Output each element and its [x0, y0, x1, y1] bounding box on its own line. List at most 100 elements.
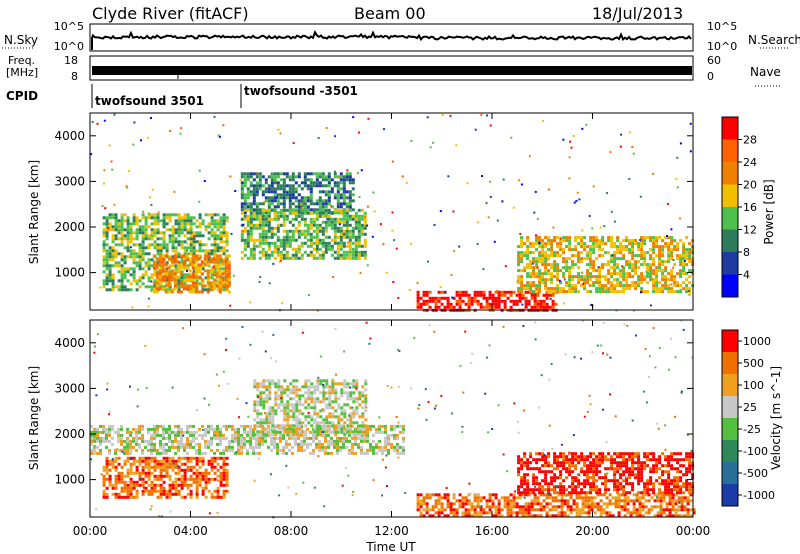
- power-data-cell: [168, 255, 172, 259]
- power-data-cell: [598, 248, 602, 252]
- velocity-data-cell: [355, 406, 359, 410]
- power-data-cell: [225, 243, 229, 247]
- power-data-cell: [309, 172, 313, 176]
- power-data-cell: [129, 288, 133, 292]
- power-data-cell: [294, 238, 298, 242]
- velocity-data-cell: [186, 430, 189, 434]
- power-data-cell: [111, 252, 115, 256]
- velocity-data-cell: [680, 496, 684, 500]
- power-data-cell: [267, 256, 271, 260]
- power-speckle-cell: [391, 229, 394, 232]
- power-data-cell: [565, 284, 569, 288]
- power-data-cell: [565, 257, 569, 261]
- velocity-data-cell: [485, 499, 489, 503]
- power-data-cell: [120, 264, 124, 268]
- velocity-data-cell: [599, 511, 603, 515]
- velocity-data-cell: [255, 439, 258, 443]
- power-data-cell: [117, 237, 121, 241]
- power-data-cell: [210, 276, 214, 280]
- power-data-cell: [111, 234, 115, 238]
- velocity-data-cell: [177, 468, 181, 472]
- power-data-cell: [631, 248, 635, 252]
- velocity-data-cell: [273, 436, 276, 440]
- velocity-data-cell: [515, 505, 519, 509]
- velocity-data-cell: [340, 394, 344, 398]
- velocity-data-cell: [662, 499, 666, 503]
- velocity-data-cell: [201, 459, 205, 463]
- power-data-cell: [342, 223, 346, 227]
- velocity-data-cell: [271, 409, 275, 413]
- velocity-data-cell: [150, 483, 154, 487]
- power-data-cell: [252, 214, 256, 218]
- velocity-data-cell: [319, 430, 323, 434]
- power-data-cell: [179, 284, 183, 288]
- power-data-cell: [309, 223, 313, 227]
- power-data-cell: [300, 229, 304, 233]
- velocity-data-cell: [165, 442, 168, 446]
- power-data-cell: [282, 247, 286, 251]
- velocity-data-cell: [126, 492, 130, 496]
- power-data-cell: [267, 184, 271, 188]
- power-data-cell: [158, 278, 162, 282]
- velocity-data-cell: [277, 397, 281, 401]
- velocity-data-cell: [358, 403, 362, 407]
- velocity-data-cell: [494, 514, 498, 518]
- velocity-data-cell: [177, 483, 181, 487]
- power-data-cell: [330, 187, 334, 191]
- power-colorbar-label: Power [dB]: [762, 179, 776, 244]
- power-data-cell: [544, 257, 548, 261]
- velocity-data-cell: [300, 445, 303, 449]
- velocity-data-cell: [527, 502, 531, 506]
- velocity-data-cell: [464, 514, 468, 518]
- velocity-data-cell: [165, 451, 168, 455]
- velocity-data-cell: [319, 391, 323, 395]
- velocity-data-cell: [96, 445, 99, 449]
- velocity-data-cell: [195, 492, 199, 496]
- power-data-cell: [586, 269, 590, 273]
- velocity-data-cell: [138, 471, 142, 475]
- power-data-cell: [246, 244, 250, 248]
- power-speckle-cell: [103, 182, 105, 185]
- velocity-data-cell: [213, 477, 217, 481]
- velocity-data-cell: [461, 511, 465, 515]
- velocity-data-cell: [129, 448, 132, 452]
- power-data-cell: [171, 249, 175, 253]
- power-data-cell: [646, 236, 650, 240]
- power-data-cell: [225, 216, 229, 220]
- velocity-data-cell: [355, 379, 359, 383]
- velocity-data-cell: [129, 462, 133, 466]
- velocity-data-cell: [262, 418, 266, 422]
- power-data-cell: [297, 232, 301, 236]
- velocity-data-cell: [620, 493, 624, 497]
- velocity-data-cell: [629, 511, 633, 515]
- velocity-data-cell: [686, 496, 690, 500]
- velocity-data-cell: [476, 496, 480, 500]
- velocity-data-cell: [590, 496, 594, 500]
- power-data-cell: [351, 253, 355, 257]
- velocity-data-cell: [473, 511, 477, 515]
- power-data-cell: [209, 260, 213, 264]
- power-data-cell: [300, 199, 304, 203]
- power-data-cell: [207, 213, 211, 217]
- power-data-cell: [655, 275, 659, 279]
- power-data-cell: [294, 190, 298, 194]
- power-data-cell: [628, 275, 632, 279]
- power-data-cell: [321, 175, 325, 179]
- power-data-cell: [105, 234, 109, 238]
- velocity-data-cell: [295, 379, 299, 383]
- power-data-cell: [580, 245, 584, 249]
- power-data-cell: [243, 202, 247, 206]
- power-data-cell: [258, 232, 262, 236]
- velocity-data-cell: [159, 462, 163, 466]
- power-data-cell: [135, 264, 139, 268]
- power-data-cell: [303, 223, 307, 227]
- power-data-cell: [198, 216, 202, 220]
- power-data-cell: [111, 279, 115, 283]
- velocity-data-cell: [280, 424, 284, 428]
- velocity-data-cell: [256, 388, 260, 392]
- power-data-cell: [224, 287, 228, 291]
- power-data-cell: [120, 243, 124, 247]
- power-data-cell: [173, 257, 177, 261]
- power-data-cell: [517, 260, 521, 264]
- power-data-cell: [243, 193, 247, 197]
